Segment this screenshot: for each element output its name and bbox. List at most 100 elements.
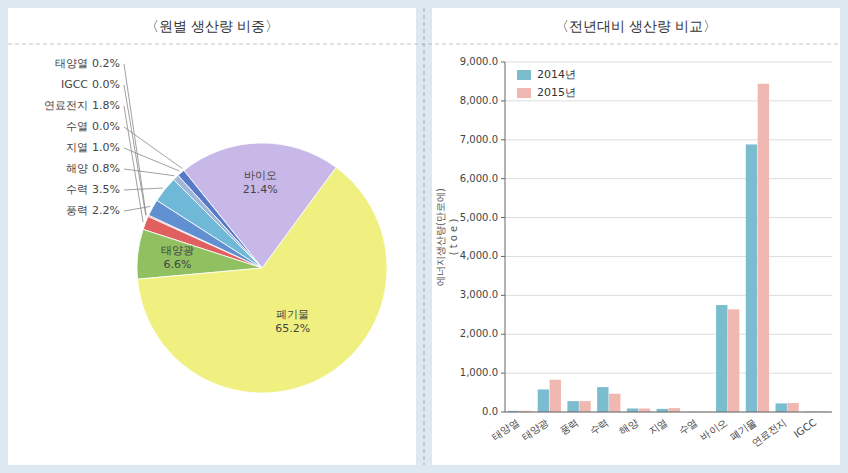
y-tick-label: 4,000.0 <box>460 250 498 261</box>
leader-line <box>124 148 179 171</box>
slice-label: 해양 0.8% <box>66 162 120 175</box>
slice-label-name: 태양광 <box>161 244 194 257</box>
bar <box>787 403 798 412</box>
y-tick-label: 6,000.0 <box>460 173 498 184</box>
slice-label-value: 2.2% <box>92 204 120 217</box>
y-tick-label: 2,000.0 <box>460 328 498 339</box>
x-tick-label: 수열 <box>677 417 700 437</box>
y-axis-label: 에너지생산량(만로에)( t o e ) <box>435 188 459 286</box>
leader-line <box>124 127 182 169</box>
grid-line <box>505 295 832 296</box>
leader-line <box>124 206 150 211</box>
slice-label-value: 0.2% <box>92 57 120 70</box>
leader-line <box>124 64 146 215</box>
grid-line <box>505 217 832 218</box>
y-axis-label-line: 에너지생산량(만로에) <box>435 188 446 286</box>
bar <box>597 387 608 412</box>
bar <box>716 305 727 412</box>
y-tick-label: 5,000.0 <box>460 212 498 223</box>
y-tick <box>501 295 505 296</box>
grid-line <box>505 62 832 63</box>
slice-label-name: IGCC <box>61 78 88 91</box>
bar <box>758 84 769 412</box>
y-tick-label: 0.0 <box>482 406 498 417</box>
panel-divider <box>424 8 425 465</box>
x-tick-label: 풍력 <box>558 417 581 437</box>
leader-line <box>124 106 143 222</box>
y-tick <box>501 178 505 179</box>
bar <box>746 144 757 412</box>
legend-label: 2014년 <box>537 68 576 81</box>
bars <box>508 84 829 412</box>
slice-label: 지열 1.0% <box>66 141 120 154</box>
y-tick <box>501 256 505 257</box>
slice-label-name: 지열 <box>66 141 88 154</box>
grid-line <box>505 373 832 374</box>
legend-label: 2015년 <box>537 86 576 99</box>
slice-label: 연료전지 1.8% <box>44 99 120 112</box>
bar <box>639 409 650 413</box>
x-tick-label: 수력 <box>588 417 611 437</box>
slice-label-value: 0.0% <box>92 120 120 133</box>
y-tick-label: 1,000.0 <box>460 367 498 378</box>
legend-swatch <box>517 70 531 80</box>
slice-label-value: 0.0% <box>92 78 120 91</box>
x-tick-label: 바이오 <box>698 417 729 443</box>
y-tick <box>501 217 505 218</box>
y-tick-label: 9,000.0 <box>460 56 498 67</box>
slice-label-name: 바이오 <box>244 169 277 182</box>
slice-label: 태양열 0.2% <box>55 57 120 70</box>
slice-label: 수열0.0% <box>66 120 120 133</box>
x-axis-line <box>505 412 832 413</box>
slice-label-value: 1.8% <box>92 99 120 112</box>
y-tick-label: 7,000.0 <box>460 134 498 145</box>
chart-title: 〈전년대비 생산량 비교〉 <box>555 18 718 34</box>
grid-line <box>505 139 832 140</box>
slice-label-name: 해양 <box>66 162 88 175</box>
y-tick <box>501 100 505 101</box>
slice-label: 폐기물65.2% <box>275 308 310 335</box>
slice-label-name: 연료전지 <box>44 99 88 112</box>
slice-label: 바이오21.4% <box>243 169 278 196</box>
grid-line <box>505 100 832 101</box>
leader-line <box>124 169 174 176</box>
slice-label: IGCC 0.0% <box>61 78 120 91</box>
x-tick-label: 연료전지 <box>749 417 788 449</box>
y-tick <box>501 334 505 335</box>
x-tick-label: 해양 <box>617 417 640 437</box>
grid-line <box>505 178 832 179</box>
bar <box>567 401 578 412</box>
x-tick-label: IGCC <box>792 417 819 440</box>
slice-label: 태양광6.6% <box>161 244 194 271</box>
chart-canvas: 〈원별 생산량 비중〉 태양광6.6% 폐기물65.2% 바이오21.4% 태양열 0.2… <box>0 0 848 473</box>
slice-label-name: 태양열 <box>55 57 88 70</box>
y-tick <box>501 373 505 374</box>
legend: 2014년 2015년 <box>517 68 576 99</box>
y-tick-label: 8,000.0 <box>460 95 498 106</box>
chart-title: 〈원별 생산량 비중〉 <box>145 18 280 34</box>
grid-line <box>505 334 832 335</box>
slice-label-name: 풍력 <box>66 204 88 217</box>
slice-label-value: 1.0% <box>92 141 120 154</box>
grid-line <box>505 412 832 413</box>
y-tick <box>501 62 505 63</box>
grid-line <box>505 256 832 257</box>
y-tick <box>501 412 505 413</box>
y-axis-label-line: ( t o e ) <box>448 219 459 256</box>
y-tick <box>501 139 505 140</box>
panel <box>8 8 416 465</box>
slice-label-value: 6.6% <box>164 258 192 271</box>
legend-swatch <box>517 88 531 98</box>
slice-label: 수력3.5% <box>66 183 120 196</box>
bar <box>669 408 680 412</box>
slice-label-value: 65.2% <box>275 322 310 335</box>
bar <box>776 403 787 412</box>
bar <box>728 309 739 412</box>
background <box>0 0 848 473</box>
slice-label-value: 3.5% <box>92 183 120 196</box>
slice-label-value: 0.8% <box>92 162 120 175</box>
bar <box>609 394 620 412</box>
bar <box>550 380 561 412</box>
y-tick-label: 3,000.0 <box>460 289 498 300</box>
panel <box>432 8 840 465</box>
